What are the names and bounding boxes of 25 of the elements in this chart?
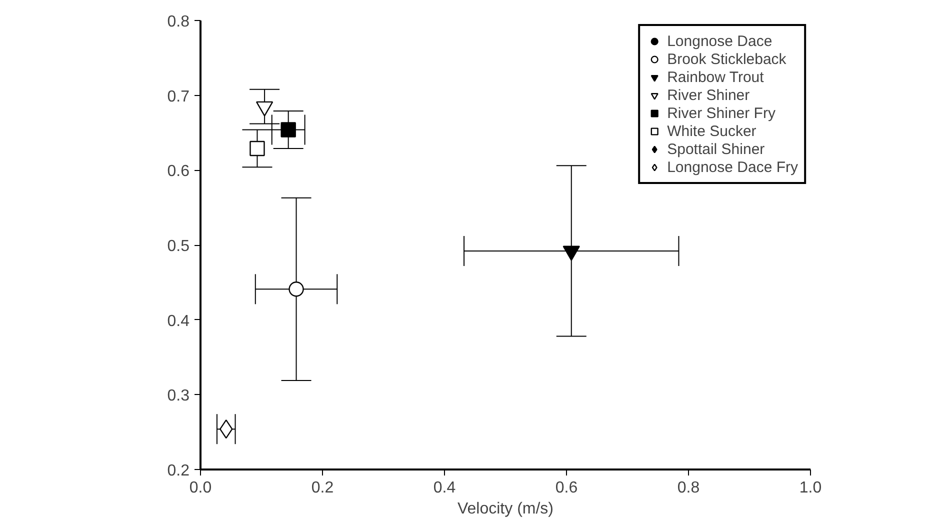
point	[280, 122, 296, 138]
point	[250, 140, 265, 156]
x-tick-label: 0.4	[433, 480, 456, 496]
legend-label: Spottail Shiner	[667, 140, 765, 158]
y-tick-label: 0.3	[167, 388, 190, 405]
y-tick-label: 0.6	[167, 163, 190, 180]
point	[288, 282, 304, 297]
x-tick-label: 0.0	[189, 480, 212, 496]
x-axis-title: Velocity (m/s)	[457, 500, 554, 518]
legend-label: White Sucker	[667, 122, 756, 140]
x-tick-label: 1.0	[799, 480, 822, 496]
x-tick-label: 0.2	[311, 480, 334, 496]
y-tick-label: 0.5	[167, 238, 190, 255]
y-tick-label: 0.2	[167, 462, 190, 480]
legend-label: Longnose Dace	[667, 32, 772, 50]
legend-label: Longnose Dace Fry	[667, 158, 798, 176]
legend-label: River Shiner	[667, 86, 750, 104]
legend-label: River Shiner Fry	[667, 104, 776, 122]
y-tick-label: 0.7	[167, 88, 190, 106]
y-tick-label: 0.8	[167, 14, 190, 30]
legend-label: Rainbow Trout	[667, 68, 764, 86]
x-tick-label: 0.6	[555, 480, 578, 496]
x-tick-label: 0.8	[677, 480, 700, 496]
legend-label: Brook Stickleback	[667, 50, 786, 68]
y-tick-label: 0.4	[167, 312, 190, 330]
